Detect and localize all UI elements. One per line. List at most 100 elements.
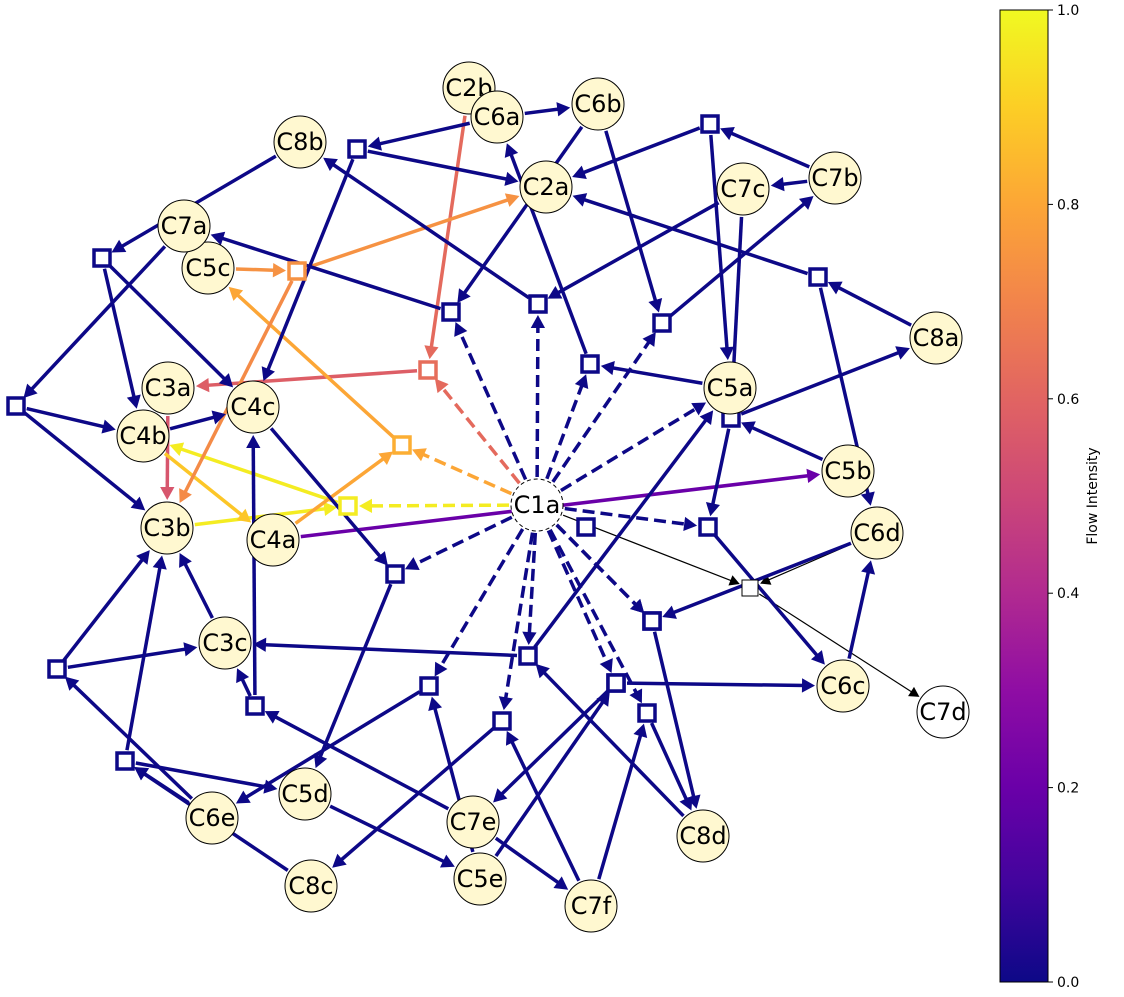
edge-J4-C4b [26,406,116,434]
edge-C7c-J8 [547,201,720,299]
colorbar-tick-label: 0.4 [1057,586,1079,602]
edge-J16-C3c [252,637,518,658]
edge-J12-C5c [228,286,396,439]
junction-J12 [392,435,412,455]
edge-J24-C8c [332,726,495,868]
edge-C7e-J19 [264,710,450,811]
edge-C1a-J23 [434,528,525,677]
node-C3b: C3b [140,501,194,555]
junction-J24 [492,711,512,731]
node-label: C6d [853,519,900,547]
node-label: C7e [450,808,497,836]
node-label: C6b [574,90,621,118]
colorbar-label: Flow Intensity [1085,447,1101,544]
node-label: C5d [281,780,328,808]
node-label: C8c [288,872,333,900]
edge-C4a-J12 [294,451,394,525]
edge-J22-C3c [67,642,198,670]
node-C7c: C7c [716,162,770,216]
node-label: C4c [230,393,275,421]
node-label: C6c [820,672,865,700]
edge-C2b-J10 [424,115,467,360]
junction-J22 [47,659,67,679]
edge-C1a-J13 [358,498,510,514]
node-label: C5b [824,457,871,485]
junction-J15 [698,517,718,537]
node-circle [716,162,770,216]
edge-C1a-J11 [545,374,589,480]
node-C2a: C2a [519,160,573,214]
edge-J1-C2a [367,149,519,186]
edge-J2-C2a [572,126,701,179]
colorbar-gradient [999,9,1049,983]
edge-C7a-J4 [23,245,167,398]
colorbar: 0.0 0.2 0.4 0.6 0.8 1.0 Flow Intensity [999,3,1101,991]
junction-J21 [115,751,135,771]
edge-J5-C8a [740,346,910,416]
junction-J25 [637,703,657,723]
node-circle [453,852,507,906]
node-circle [470,90,524,144]
edge-C4b-C4a [163,452,252,523]
edge-C8a-J6 [827,281,912,327]
edge-C1a-J15 [564,506,698,532]
node-circle [510,478,564,532]
node-circle [273,115,327,169]
node-circle [571,77,625,131]
edge-J4-C3b [23,411,146,511]
node-label: C6e [189,804,236,832]
node-C4b: C4b [116,409,170,463]
edge-C5c-J29 [235,263,287,278]
node-circle [141,361,195,415]
node-C8a: C8a [909,311,963,365]
node-label: C5e [457,865,504,893]
edge-C1a-J9 [551,332,656,483]
node-label: C4a [250,526,297,554]
edge-C7f-J25 [597,723,648,880]
node-label: C1a [514,491,561,519]
node-circle [446,795,500,849]
edge-J21-C5d [135,761,278,794]
node-circle [916,685,970,739]
node-circle [676,809,730,863]
node-C7e: C7e [446,795,500,849]
node-circle [278,767,332,821]
edge-C7e-C7f [494,836,569,890]
edge-J19-C4c [246,434,261,696]
node-C7a: C7a [157,199,211,253]
node-C6b: C6b [571,77,625,131]
node-C4c: C4c [226,380,280,434]
node-C8d: C8d [676,809,730,863]
edge-C1a-J16 [522,532,538,646]
node-circle [198,616,252,670]
node-circle [284,859,338,913]
edge-C1a-J8 [530,314,546,478]
edge-C5a-J11 [600,361,703,385]
node-C8c: C8c [284,859,338,913]
junction-J8 [528,294,548,314]
node-circle [519,160,573,214]
node-label: C7a [161,212,208,240]
node-C7b: C7b [808,151,862,205]
node-C6a: C6a [470,90,524,144]
edge-C1a-J7 [454,322,528,481]
edge-J8-C8b [323,157,530,300]
node-label: C8a [913,324,960,352]
edge-C3c-C3b [179,553,214,619]
node-C8b: C8b [273,115,327,169]
junction-J3 [92,248,112,268]
node-C5a: C5a [703,361,757,415]
node-circle [816,659,870,713]
junction-J20 [642,611,662,631]
node-circle [821,444,875,498]
node-label: C8b [276,128,323,156]
junction-J10 [418,360,438,380]
node-C5d: C5d [278,767,332,821]
junction-J28 [741,579,759,597]
junction-J1 [347,139,367,159]
node-circle [226,380,280,434]
node-label: C6a [474,103,521,131]
node-circle [140,501,194,555]
node-circle [850,506,904,560]
